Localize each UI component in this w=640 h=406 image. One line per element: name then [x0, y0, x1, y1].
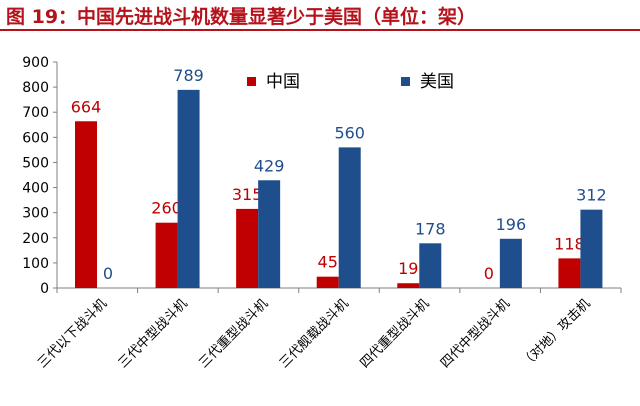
y-tick-label: 700: [22, 105, 49, 121]
bar-usa: [338, 147, 361, 288]
data-label-china: 0: [484, 264, 494, 283]
y-tick-label: 400: [22, 181, 49, 197]
x-tick-label: 四代中型战斗机: [438, 296, 513, 371]
y-tick-label: 800: [22, 80, 49, 96]
bar-usa: [177, 89, 200, 288]
legend-swatch-usa: [401, 77, 410, 86]
bar-usa: [258, 180, 281, 288]
figure-title: 图 19：中国先进战斗机数量显著少于美国（单位：架）: [6, 6, 477, 28]
figure-title-bar: 图 19：中国先进战斗机数量显著少于美国（单位：架）: [0, 0, 640, 31]
data-label-usa: 429: [254, 156, 285, 175]
data-label-usa: 178: [415, 219, 446, 238]
legend-label-china: 中国: [266, 72, 300, 92]
y-tick-label: 200: [22, 231, 49, 247]
x-tick-label: 四代重型战斗机: [357, 296, 433, 372]
data-label-china: 19: [398, 259, 418, 278]
bar-china: [155, 222, 178, 288]
data-label-china: 118: [554, 234, 585, 253]
y-tick-label: 900: [22, 55, 49, 71]
y-tick-label: 100: [22, 256, 49, 272]
data-label-usa: 196: [496, 215, 527, 234]
x-tick-label: 三代重型战斗机: [196, 296, 272, 372]
bar-china: [236, 208, 259, 288]
x-tick-label: 三代舰载战斗机: [277, 296, 352, 371]
data-label-china: 45: [318, 253, 338, 272]
bar-china: [75, 121, 97, 288]
bar-usa: [419, 243, 442, 288]
data-label-usa: 312: [576, 186, 607, 205]
legend-swatch-china: [247, 77, 256, 86]
legend-label-usa: 美国: [420, 72, 454, 92]
y-tick-label: 300: [22, 206, 49, 222]
data-label-china: 315: [232, 185, 263, 204]
y-tick-label: 600: [22, 130, 49, 146]
x-tick-label: （对地）攻击机: [519, 296, 594, 371]
data-label-usa: 789: [173, 66, 204, 85]
data-label-usa: 0: [103, 264, 113, 283]
y-tick-label: 0: [40, 281, 49, 297]
y-tick-label: 500: [22, 155, 49, 171]
x-tick-label: 三代以下战斗机: [35, 296, 110, 371]
data-label-china: 664: [71, 97, 102, 116]
x-tick-label: 三代中型战斗机: [116, 296, 191, 371]
data-label-usa: 560: [334, 123, 365, 142]
bar-china: [558, 258, 581, 288]
bar-usa: [580, 209, 603, 288]
bar-china: [316, 276, 339, 288]
bar-usa: [499, 238, 522, 288]
data-label-china: 260: [151, 199, 182, 218]
bar-china: [397, 283, 420, 288]
